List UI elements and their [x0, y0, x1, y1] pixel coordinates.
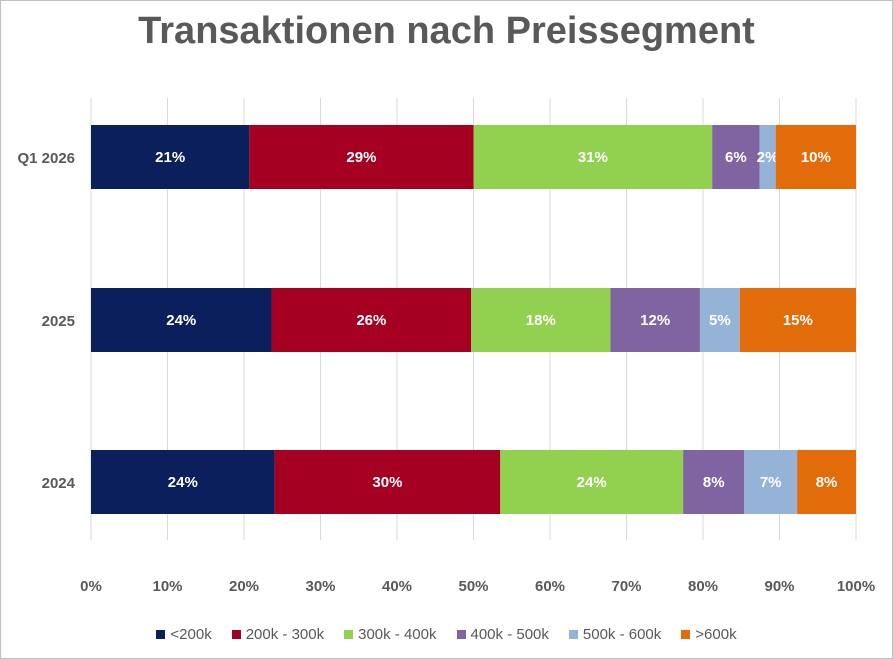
- bar-segment: [699, 288, 740, 352]
- data-label: 2%: [757, 149, 779, 166]
- x-tick-label: 30%: [305, 578, 335, 595]
- data-label: 21%: [155, 149, 185, 166]
- bar-segment: [91, 125, 250, 189]
- data-label: 24%: [577, 474, 607, 491]
- legend-label: 300k - 400k: [358, 626, 437, 643]
- bar-segment: [744, 450, 798, 514]
- legend-label: >600k: [695, 626, 737, 643]
- data-label: 24%: [166, 312, 196, 329]
- category-label: 2025: [42, 313, 75, 330]
- bar-segment: [274, 450, 501, 514]
- bar-segment: [712, 125, 760, 189]
- legend-swatch: [156, 630, 166, 639]
- category-label: Q1 2026: [17, 150, 75, 167]
- data-label: 8%: [703, 474, 725, 491]
- bar-segment: [610, 288, 700, 352]
- bar-segment: [473, 125, 713, 189]
- legend-swatch: [568, 630, 578, 639]
- legend-swatch: [231, 630, 241, 639]
- data-label: 24%: [168, 474, 198, 491]
- data-label: 31%: [578, 149, 608, 166]
- data-label: 30%: [372, 474, 402, 491]
- bar-segment: [775, 125, 856, 189]
- data-label: 26%: [356, 312, 386, 329]
- x-tick-label: 40%: [382, 578, 412, 595]
- legend-label: <200k: [170, 626, 212, 643]
- data-label: 10%: [801, 149, 831, 166]
- data-label: 15%: [783, 312, 813, 329]
- x-tick-label: 20%: [229, 578, 259, 595]
- legend-item: 200k - 300k: [231, 626, 325, 643]
- legend-label: 500k - 600k: [582, 626, 662, 643]
- legend-label: 400k - 500k: [470, 626, 549, 643]
- data-label: 8%: [816, 474, 838, 491]
- legend-swatch: [681, 630, 691, 639]
- data-label: 18%: [526, 312, 556, 329]
- data-label: 12%: [640, 312, 670, 329]
- x-tick-label: 70%: [611, 578, 641, 595]
- chart-title: Transaktionen nach Preissegment: [138, 10, 755, 52]
- x-tick-label: 100%: [837, 578, 875, 595]
- chart-legend: <200k 200k - 300k 300k - 400k 400k - 500k 50…: [0, 626, 893, 643]
- legend-label: 200k - 300k: [245, 626, 325, 643]
- x-tick-label: 90%: [764, 578, 794, 595]
- data-label: 5%: [709, 312, 731, 329]
- bar-segment: [91, 450, 275, 514]
- bar-segment: [739, 288, 856, 352]
- legend-item: >600k: [681, 626, 737, 643]
- legend-swatch: [456, 630, 466, 639]
- bar-segment: [797, 450, 856, 514]
- x-tick-label: 80%: [688, 578, 718, 595]
- data-label: 29%: [346, 149, 376, 166]
- data-label: 7%: [760, 474, 782, 491]
- legend-item: 500k - 600k: [568, 626, 662, 643]
- x-tick-label: 60%: [535, 578, 565, 595]
- x-tick-label: 50%: [458, 578, 488, 595]
- bar-segment: [759, 125, 776, 189]
- bar-segment: [91, 288, 272, 352]
- legend-swatch: [344, 630, 354, 639]
- legend-item: <200k: [156, 626, 212, 643]
- legend-item: 300k - 400k: [344, 626, 437, 643]
- bar-segment: [683, 450, 745, 514]
- bar-segment: [271, 288, 472, 352]
- category-label: 2024: [42, 475, 76, 492]
- bar-segment: [471, 288, 611, 352]
- bar-segment: [500, 450, 684, 514]
- x-tick-label: 10%: [152, 578, 182, 595]
- legend-item: 400k - 500k: [456, 626, 549, 643]
- data-label: 6%: [725, 149, 747, 166]
- bar-segment: [249, 125, 474, 189]
- x-tick-label: 0%: [80, 578, 102, 595]
